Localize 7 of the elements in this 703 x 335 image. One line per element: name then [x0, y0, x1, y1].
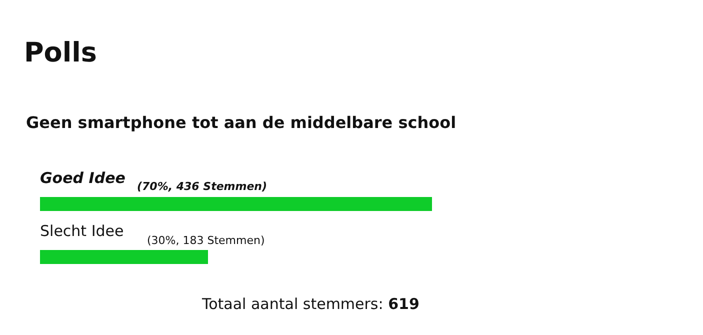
data-label: (30%, 183 Stemmen) — [147, 234, 265, 247]
chart-title: Polls — [24, 37, 97, 68]
y-tick-label: Slecht Idee — [40, 222, 124, 240]
y-tick-label: Goed Idee — [40, 169, 126, 187]
text: Totaal aantal stemmers: 619 — [201, 295, 420, 313]
data-label: (70%, 436 Stemmen) — [137, 180, 268, 193]
chart-subtitle: Geen smartphone tot aan de middelbare school — [26, 113, 456, 132]
